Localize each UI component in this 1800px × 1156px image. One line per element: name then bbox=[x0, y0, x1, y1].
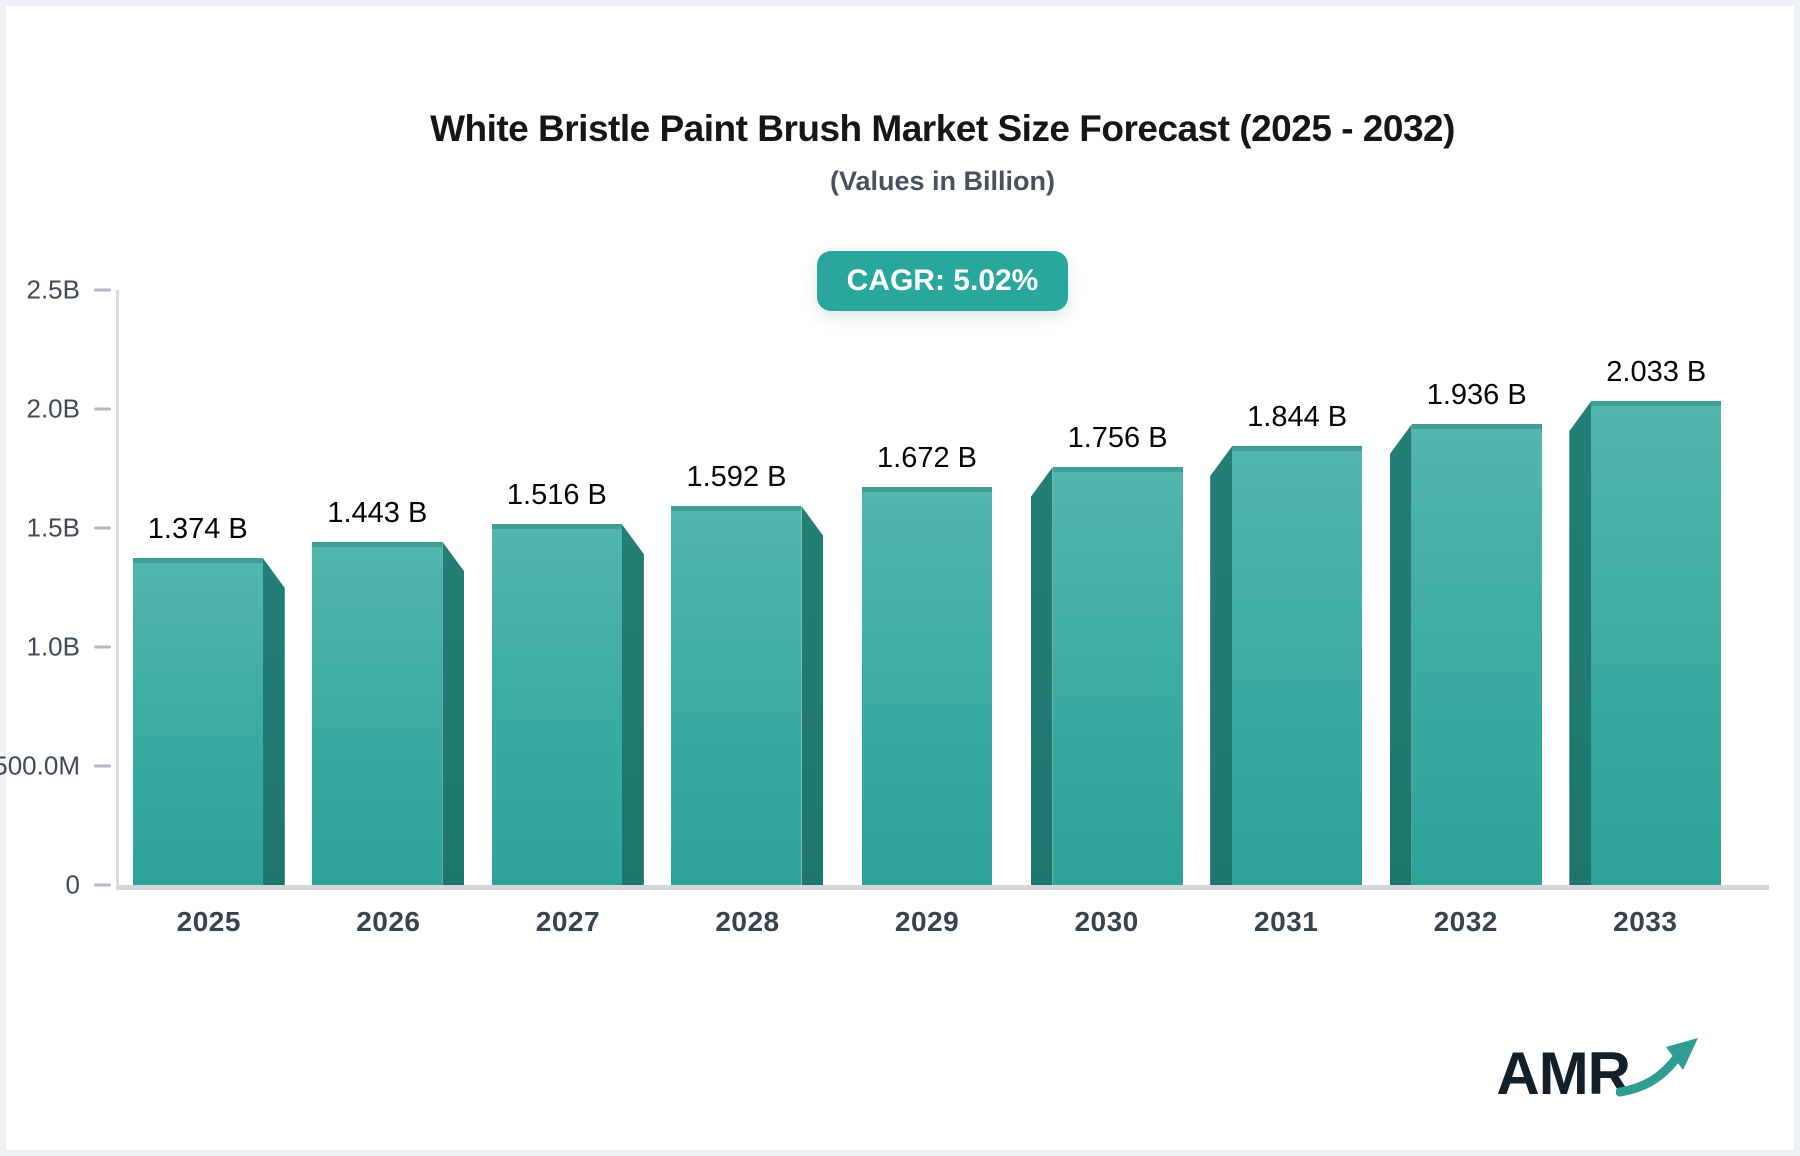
bar-value-label: 1.936 B bbox=[1426, 379, 1527, 412]
bar-slot-2026: 1.443 B bbox=[299, 290, 479, 885]
y-axis-tick-dash bbox=[94, 645, 111, 649]
y-axis-tick-dash bbox=[94, 288, 111, 292]
bar-value-label: 1.374 B bbox=[147, 513, 248, 545]
growth-arrow-icon bbox=[1616, 1038, 1698, 1097]
bar-face bbox=[1591, 401, 1722, 885]
y-axis-label: 500.0M bbox=[0, 750, 80, 781]
bar-slot-2025: 1.374 B bbox=[119, 290, 299, 885]
cagr-badge: CAGR: 5.02% bbox=[816, 251, 1069, 311]
x-axis-labels: 2025 2026 2027 2028 2029 2030 2031 2032 2033 bbox=[119, 906, 1735, 938]
y-axis-tick: 2.5B bbox=[27, 275, 120, 306]
bar-face bbox=[312, 541, 443, 885]
x-axis-label-2032: 2032 bbox=[1433, 906, 1498, 937]
bar-side-shadow bbox=[442, 541, 465, 885]
bar-side-shadow bbox=[1389, 424, 1412, 885]
bar-2029: 1.672 B bbox=[862, 442, 993, 885]
page-subtitle: (Values in Billion) bbox=[829, 166, 1056, 196]
bar-value-label: 1.443 B bbox=[327, 496, 428, 529]
y-axis-label: 2.5B bbox=[26, 274, 81, 305]
y-axis-label: 0 bbox=[65, 869, 80, 900]
bar-slot-2027: 1.516 B bbox=[478, 290, 658, 885]
x-axis-label-2025: 2025 bbox=[176, 906, 241, 937]
bar-2025: 1.374 B bbox=[132, 513, 285, 885]
x-axis-label-2033: 2033 bbox=[1613, 906, 1678, 937]
y-axis-tick-dash bbox=[94, 526, 111, 530]
amr-logo-text: AMR bbox=[1496, 1040, 1631, 1107]
bar-2032: 1.936 B bbox=[1389, 379, 1542, 885]
bar-side-shadow bbox=[1569, 401, 1592, 885]
y-axis-tick: 2.0B bbox=[27, 394, 120, 425]
bar-slot-2028: 1.592 B bbox=[658, 290, 838, 885]
x-axis-label-2027: 2027 bbox=[535, 906, 601, 937]
x-axis-label-2028: 2028 bbox=[715, 906, 780, 937]
bar-side-shadow bbox=[262, 558, 285, 885]
bar-slot-2031: 1.844 B bbox=[1196, 290, 1376, 885]
bar-face bbox=[1232, 446, 1363, 885]
bar-value-label: 1.756 B bbox=[1067, 422, 1168, 455]
bar-2026: 1.443 B bbox=[312, 497, 465, 885]
bar-2033: 2.033 B bbox=[1569, 356, 1722, 885]
bar-value-label: 1.592 B bbox=[686, 461, 787, 494]
x-axis-label-2026: 2026 bbox=[356, 906, 421, 937]
amr-logo: AMR bbox=[1496, 1034, 1700, 1104]
bar-side-shadow bbox=[801, 506, 824, 885]
x-axis-label-2031: 2031 bbox=[1254, 906, 1319, 937]
plot-area: 2.5B 2.0B 1.5B 1.0B 500.0M 0 1.374 B 1.443 B 1.… bbox=[0, 275, 1769, 937]
bar-slot-2032: 1.936 B bbox=[1376, 290, 1556, 885]
y-axis-tick: 1.0B bbox=[27, 632, 120, 663]
bar-value-label: 1.516 B bbox=[506, 479, 607, 512]
chart-header: White Bristle Paint Brush Market Size Fo… bbox=[116, 108, 1769, 197]
y-axis-tick: 1.5B bbox=[27, 513, 120, 544]
y-axis-tick-dash bbox=[94, 407, 111, 411]
y-axis-label: 1.0B bbox=[26, 631, 81, 662]
y-axis-label: 1.5B bbox=[26, 512, 81, 543]
bar-2031: 1.844 B bbox=[1210, 401, 1363, 885]
bar-face bbox=[1052, 467, 1183, 885]
x-axis-label-2030: 2030 bbox=[1074, 906, 1139, 937]
y-axis-tick-dash bbox=[94, 764, 111, 768]
bar-slot-2029: 1.672 B bbox=[837, 290, 1017, 885]
bar-value-label: 2.033 B bbox=[1606, 356, 1707, 389]
bar-side-shadow bbox=[1210, 446, 1233, 885]
bar-face bbox=[491, 524, 622, 885]
bar-face bbox=[132, 558, 263, 885]
bar-value-label: 1.672 B bbox=[877, 442, 978, 475]
bar-slot-2030: 1.756 B bbox=[1017, 290, 1197, 885]
cagr-badge-row: CAGR: 5.02% bbox=[116, 251, 1769, 311]
bar-slot-2033: 2.033 B bbox=[1556, 290, 1736, 885]
bar-face bbox=[862, 487, 993, 885]
x-axis-label-2029: 2029 bbox=[894, 906, 960, 937]
bar-side-shadow bbox=[1030, 467, 1053, 885]
bar-value-label: 1.844 B bbox=[1247, 401, 1348, 434]
bar-2027: 1.516 B bbox=[491, 479, 644, 885]
bar-face bbox=[671, 506, 802, 885]
bar-face bbox=[1411, 424, 1542, 885]
page-title: White Bristle Paint Brush Market Size Fo… bbox=[430, 108, 1455, 149]
bar-2028: 1.592 B bbox=[671, 461, 824, 885]
y-axis-tick: 0 bbox=[66, 870, 119, 901]
y-axis-label: 2.0B bbox=[26, 393, 81, 424]
bar-side-shadow bbox=[621, 524, 644, 885]
y-axis-tick: 500.0M bbox=[0, 751, 119, 782]
y-axis-tick-dash bbox=[94, 883, 111, 887]
bars-row: 1.374 B 1.443 B 1.516 B 1.592 B 1.672 B 1.756… bbox=[119, 290, 1735, 885]
bar-2030: 1.756 B bbox=[1030, 422, 1183, 885]
